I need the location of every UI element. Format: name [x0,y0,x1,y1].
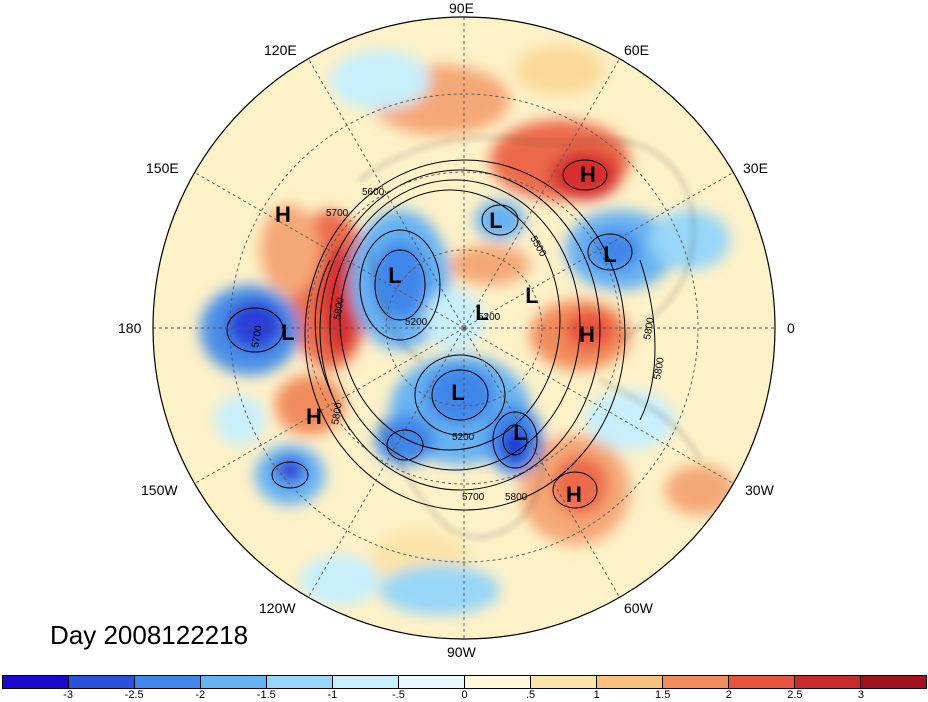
colorbar-swatch [795,676,861,688]
lon-label-90e: 90E [449,0,474,16]
pressure-low-label: L [513,420,526,445]
contour-label: 5700 [462,492,485,503]
graticule [153,17,775,639]
height-contours [226,159,656,511]
colorbar-swatch [399,676,465,688]
lon-label-90w: 90W [447,644,476,660]
colorbar-swatch [729,676,795,688]
colorbar-swatch [465,676,531,688]
pressure-low-label: L [451,380,464,405]
pressure-low-label: L [281,320,294,345]
lon-label-60e: 60E [624,42,649,58]
pressure-low-label: L [525,283,538,308]
colorbar-swatch [201,676,267,688]
lon-label-150e: 150E [146,160,179,176]
colorbar-tick-label: 1.5 [655,689,671,701]
day-title: Day 2008122218 [50,620,249,650]
contour-label: 5800 [652,356,667,380]
contour-label: 5800 [642,316,657,340]
colorbar-swatch [135,676,201,688]
colorbar-tick-label: 2.5 [787,689,803,701]
contour-label: 5800 [332,296,347,320]
pressure-high-label: H [306,404,322,429]
pressure-low-label: L [388,263,401,288]
colorbar-swatch [333,676,399,688]
colorbar-swatch [861,676,926,688]
colorbar-tick-label: 2 [725,689,732,701]
lon-label-180: 180 [118,320,142,336]
pressure-high-label: H [566,482,582,507]
contour-label: 5800 [505,492,528,503]
contour-label: 5200 [405,317,428,328]
colorbar-tick-label: .5 [525,689,536,701]
colorbar [2,675,927,689]
pressure-low-label: L [475,300,488,325]
contour-label: 5200 [478,312,501,323]
pressure-high-label: H [579,322,595,347]
colorbar-swatch [267,676,333,688]
lon-label-0: 0 [787,320,795,336]
contour-label: 5700 [250,324,265,348]
contour-label: 5800 [330,401,345,425]
colorbar-swatch [3,676,69,688]
lon-label-120e: 120E [264,42,297,58]
colorbar-tick-label: 3 [857,689,864,701]
colorbar-swatch [531,676,597,688]
lon-label-120w: 120W [259,600,296,616]
pressure-low-label: L [489,208,502,233]
colorbar-tick-label: -2 [195,689,206,701]
lon-label-30w: 30W [745,482,774,498]
pressure-low-label: L [603,242,616,267]
colorbar-tick-label: -3 [63,689,73,701]
colorbar-swatch [597,676,663,688]
lon-label-150w: 150W [141,482,178,498]
colorbar-swatch [69,676,135,688]
map-boundary [152,16,776,640]
pressure-high-label: H [580,162,596,187]
anomaly-field: 5600 5700 5800 5200 5700 5800 5800 5200 … [153,17,775,639]
contour-label: 5200 [452,432,475,443]
coastlines [359,137,701,538]
colorbar-tick-label: -.5 [392,689,405,701]
pressure-high-label: H [275,202,291,227]
contour-label: 5700 [326,208,349,219]
colorbar-swatch [663,676,729,688]
colorbar-tick-label: -1.5 [256,689,276,701]
contour-label: 5600 [362,187,385,198]
colorbar-tick-label: -2.5 [124,689,144,701]
colorbar-tick-label: 0 [461,689,468,701]
lon-label-30e: 30E [743,160,768,176]
lon-label-60w: 60W [624,600,653,616]
colorbar-tick-label: -1 [327,689,338,701]
colorbar-tick-label: 1 [593,689,600,701]
